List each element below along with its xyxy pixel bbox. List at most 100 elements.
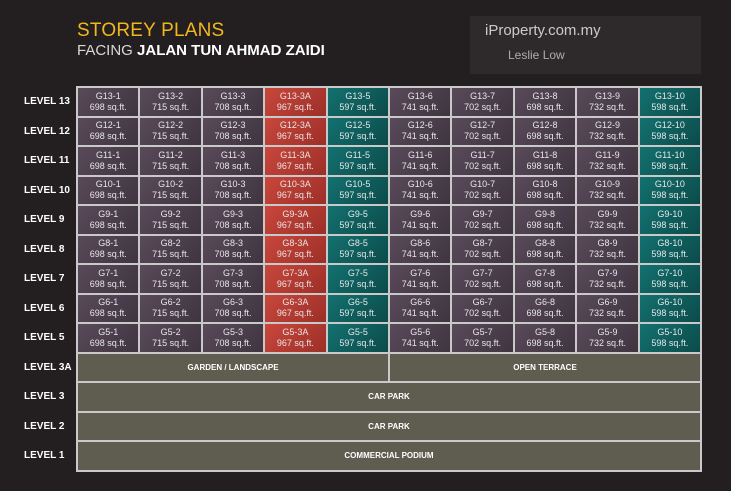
unit-cell[interactable]: G12-9 732 sq.ft. (577, 117, 638, 145)
unit-cell[interactable]: G10-6 741 sq.ft. (390, 176, 451, 204)
unit-cell[interactable]: G9-2 715 sq.ft. (140, 206, 201, 234)
unit-cell[interactable]: G11-3 708 sq.ft. (202, 147, 264, 175)
unit-cell[interactable]: G11-10 598 sq.ft. (639, 147, 701, 175)
unit-cell[interactable]: G6-7 702 sq.ft. (452, 294, 513, 322)
unit-id: G10-9 (594, 179, 620, 190)
unit-cell[interactable]: G6-3A 967 sq.ft. (265, 294, 326, 322)
unit-size: 967 sq.ft. (276, 337, 314, 348)
unit-cell[interactable]: G6-8 698 sq.ft. (514, 294, 576, 322)
unit-cell[interactable]: G7-5 597 sq.ft. (327, 265, 389, 293)
unit-cell[interactable]: G7-8 698 sq.ft. (514, 265, 576, 293)
unit-cell[interactable]: G10-5 597 sq.ft. (327, 176, 389, 204)
unit-cell[interactable]: G5-9 732 sq.ft. (577, 324, 638, 352)
unit-cell[interactable]: G12-7 702 sq.ft. (452, 117, 513, 145)
unit-cell[interactable]: G9-9 732 sq.ft. (577, 206, 638, 234)
unit-cell[interactable]: G11-6 741 sq.ft. (390, 147, 451, 175)
unit-cell[interactable]: G12-3 708 sq.ft. (202, 117, 264, 145)
unit-cell[interactable]: G10-2 715 sq.ft. (140, 176, 201, 204)
unit-cell[interactable]: G9-1 698 sq.ft. (78, 206, 139, 234)
unit-cell[interactable]: G8-10 598 sq.ft. (639, 235, 701, 263)
unit-cell[interactable]: G11-1 698 sq.ft. (78, 147, 139, 175)
unit-cell[interactable]: G10-10 598 sq.ft. (639, 176, 701, 204)
unit-cell[interactable]: G6-1 698 sq.ft. (78, 294, 139, 322)
unit-cell[interactable]: G9-5 597 sq.ft. (327, 206, 389, 234)
unit-cell[interactable]: G7-3 708 sq.ft. (202, 265, 264, 293)
unit-cell[interactable]: G6-5 597 sq.ft. (327, 294, 389, 322)
unit-cell[interactable]: G8-3 708 sq.ft. (202, 235, 264, 263)
unit-cell[interactable]: G9-10 598 sq.ft. (639, 206, 701, 234)
unit-cell[interactable]: G6-2 715 sq.ft. (140, 294, 201, 322)
unit-cell[interactable]: G5-6 741 sq.ft. (390, 324, 451, 352)
unit-cell[interactable]: G13-3 708 sq.ft. (202, 88, 264, 116)
unit-id: G8-2 (160, 238, 181, 249)
unit-cell[interactable]: G10-9 732 sq.ft. (577, 176, 638, 204)
unit-cell[interactable]: G13-8 698 sq.ft. (514, 88, 576, 116)
unit-cell[interactable]: G12-6 741 sq.ft. (390, 117, 451, 145)
unit-cell[interactable]: G9-3A 967 sq.ft. (265, 206, 326, 234)
unit-cell[interactable]: G13-6 741 sq.ft. (390, 88, 451, 116)
level-label: LEVEL 7 (24, 273, 65, 285)
unit-cell[interactable]: G5-7 702 sq.ft. (452, 324, 513, 352)
unit-cell[interactable]: G13-1 698 sq.ft. (78, 88, 139, 116)
unit-id: G10-8 (532, 179, 558, 190)
unit-cell[interactable]: G6-3 708 sq.ft. (202, 294, 264, 322)
unit-cell[interactable]: G6-6 741 sq.ft. (390, 294, 451, 322)
unit-cell[interactable]: G9-7 702 sq.ft. (452, 206, 513, 234)
unit-cell[interactable]: G8-6 741 sq.ft. (390, 235, 451, 263)
unit-cell[interactable]: G11-8 698 sq.ft. (514, 147, 576, 175)
unit-cell[interactable]: G11-7 702 sq.ft. (452, 147, 513, 175)
unit-cell[interactable]: G10-3A 967 sq.ft. (265, 176, 326, 204)
unit-cell[interactable]: G6-10 598 sq.ft. (639, 294, 701, 322)
unit-cell[interactable]: G8-3A 967 sq.ft. (265, 235, 326, 263)
unit-cell[interactable]: G7-6 741 sq.ft. (390, 265, 451, 293)
unit-cell[interactable]: G10-7 702 sq.ft. (452, 176, 513, 204)
unit-cell[interactable]: G11-5 597 sq.ft. (327, 147, 389, 175)
unit-cell[interactable]: G12-10 598 sq.ft. (639, 117, 701, 145)
unit-cell[interactable]: G11-9 732 sq.ft. (577, 147, 638, 175)
unit-cell[interactable]: G8-1 698 sq.ft. (78, 235, 139, 263)
unit-cell[interactable]: G13-9 732 sq.ft. (577, 88, 638, 116)
unit-cell[interactable]: G7-3A 967 sq.ft. (265, 265, 326, 293)
unit-cell[interactable]: G13-2 715 sq.ft. (140, 88, 201, 116)
unit-cell[interactable]: G5-5 597 sq.ft. (327, 324, 389, 352)
unit-cell[interactable]: G12-5 597 sq.ft. (327, 117, 389, 145)
unit-cell[interactable]: G7-10 598 sq.ft. (639, 265, 701, 293)
unit-cell[interactable]: G5-3 708 sq.ft. (202, 324, 264, 352)
unit-cell[interactable]: G13-5 597 sq.ft. (327, 88, 389, 116)
unit-cell[interactable]: G9-8 698 sq.ft. (514, 206, 576, 234)
unit-cell[interactable]: G7-1 698 sq.ft. (78, 265, 139, 293)
unit-size: 702 sq.ft. (464, 101, 502, 112)
unit-cell[interactable]: G6-9 732 sq.ft. (577, 294, 638, 322)
unit-cell[interactable]: G11-2 715 sq.ft. (140, 147, 201, 175)
unit-cell[interactable]: G8-2 715 sq.ft. (140, 235, 201, 263)
unit-cell[interactable]: G7-2 715 sq.ft. (140, 265, 201, 293)
unit-cell[interactable]: G8-9 732 sq.ft. (577, 235, 638, 263)
unit-cell[interactable]: G5-10 598 sq.ft. (639, 324, 701, 352)
unit-cell[interactable]: G5-2 715 sq.ft. (140, 324, 201, 352)
unit-cell[interactable]: G10-1 698 sq.ft. (78, 176, 139, 204)
unit-cell[interactable]: G12-3A 967 sq.ft. (265, 117, 326, 145)
unit-cell[interactable]: G5-3A 967 sq.ft. (265, 324, 326, 352)
unit-cell[interactable]: G10-8 698 sq.ft. (514, 176, 576, 204)
unit-cell[interactable]: G9-6 741 sq.ft. (390, 206, 451, 234)
unit-cell[interactable]: G12-2 715 sq.ft. (140, 117, 201, 145)
unit-id: G11-6 (408, 149, 433, 160)
unit-cell[interactable]: G7-7 702 sq.ft. (452, 265, 513, 293)
unit-id: G13-2 (158, 90, 184, 101)
unit-cell[interactable]: G10-3 708 sq.ft. (202, 176, 264, 204)
unit-cell[interactable]: G12-8 698 sq.ft. (514, 117, 576, 145)
unit-cell[interactable]: G5-1 698 sq.ft. (78, 324, 139, 352)
unit-cell[interactable]: G8-7 702 sq.ft. (452, 235, 513, 263)
unit-size: 741 sq.ft. (401, 249, 439, 260)
unit-cell[interactable]: G5-8 698 sq.ft. (514, 324, 576, 352)
unit-cell[interactable]: G12-1 698 sq.ft. (78, 117, 139, 145)
unit-cell[interactable]: G9-3 708 sq.ft. (202, 206, 264, 234)
unit-cell[interactable]: G13-10 598 sq.ft. (639, 88, 701, 116)
unit-cell[interactable]: G13-3A 967 sq.ft. (265, 88, 326, 116)
unit-cell[interactable]: G8-5 597 sq.ft. (327, 235, 389, 263)
unit-id: G13-1 (95, 90, 121, 101)
unit-cell[interactable]: G8-8 698 sq.ft. (514, 235, 576, 263)
unit-cell[interactable]: G13-7 702 sq.ft. (452, 88, 513, 116)
unit-cell[interactable]: G7-9 732 sq.ft. (577, 265, 638, 293)
unit-cell[interactable]: G11-3A 967 sq.ft. (265, 147, 326, 175)
